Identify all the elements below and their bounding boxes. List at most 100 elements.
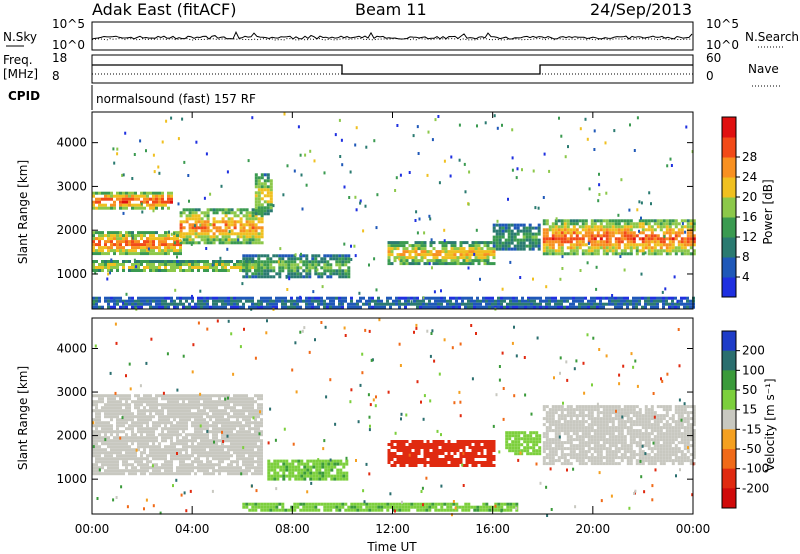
data-cell	[426, 452, 430, 455]
data-cell	[572, 411, 576, 415]
data-cell	[257, 217, 261, 221]
data-cell	[548, 408, 552, 412]
data-cell	[122, 436, 125, 440]
data-cell	[212, 235, 216, 239]
data-cell	[143, 394, 146, 398]
data-cell	[668, 302, 671, 306]
data-cell	[605, 219, 609, 223]
data-cell	[227, 439, 230, 443]
data-cell	[266, 185, 270, 189]
data-cell	[521, 302, 524, 306]
data-cell	[545, 420, 549, 424]
data-cell	[608, 228, 612, 232]
data-cell	[674, 234, 678, 238]
data-cell	[116, 421, 119, 425]
noise-cell	[122, 301, 125, 305]
data-cell	[575, 438, 579, 442]
data-cell	[251, 223, 255, 227]
noise-cell	[422, 296, 425, 300]
data-cell	[458, 296, 461, 300]
data-cell	[191, 232, 195, 236]
data-cell	[327, 462, 331, 466]
data-cell	[393, 241, 397, 245]
data-cell	[266, 209, 270, 213]
data-cell	[122, 397, 125, 401]
data-cell	[104, 260, 107, 263]
data-cell	[221, 418, 224, 422]
data-cell	[517, 449, 521, 453]
data-cell	[173, 263, 176, 266]
data-cell	[158, 197, 161, 201]
data-cell	[599, 299, 602, 303]
data-cell	[125, 197, 128, 201]
data-cell	[95, 415, 98, 419]
data-cell	[285, 468, 289, 472]
data-cell	[107, 269, 110, 272]
data-cell	[683, 237, 687, 241]
data-cell	[272, 299, 275, 303]
data-cell	[650, 219, 654, 223]
data-cell	[269, 191, 273, 195]
data-cell	[441, 256, 445, 260]
data-cell	[242, 229, 246, 233]
data-cell	[239, 466, 242, 470]
freq-panel: Freq. [MHz] 18 8 60 0 Nave	[3, 51, 780, 87]
data-cell	[140, 457, 143, 461]
data-cell	[158, 269, 161, 272]
data-cell	[230, 436, 233, 440]
data-cell	[584, 405, 588, 409]
noise-cell	[359, 201, 362, 205]
data-cell	[444, 241, 448, 245]
data-cell	[500, 299, 503, 303]
data-cell	[233, 299, 236, 303]
data-cell	[396, 256, 400, 260]
data-cell	[182, 406, 185, 410]
data-cell	[257, 179, 261, 183]
data-cell	[245, 266, 249, 270]
data-cell	[635, 222, 639, 226]
data-cell	[420, 244, 424, 248]
data-cell	[140, 445, 143, 449]
data-cell	[200, 460, 203, 464]
noise-cell	[412, 134, 415, 138]
data-cell	[143, 231, 146, 235]
data-cell	[423, 256, 427, 260]
data-cell	[402, 446, 406, 449]
data-cell	[532, 437, 536, 441]
data-cell	[462, 259, 466, 263]
data-cell	[435, 259, 439, 263]
data-cell	[167, 194, 170, 198]
data-cell	[104, 203, 107, 207]
data-cell	[212, 448, 215, 452]
data-cell	[551, 450, 555, 454]
data-cell	[617, 228, 621, 232]
data-cell	[414, 458, 418, 461]
data-cell	[191, 424, 194, 428]
data-cell	[377, 305, 380, 309]
data-cell	[161, 206, 164, 210]
data-cell	[98, 200, 101, 204]
data-cell	[254, 235, 258, 239]
data-cell	[459, 256, 463, 260]
data-cell	[110, 234, 113, 238]
data-cell	[611, 246, 615, 250]
noise-cell	[125, 292, 128, 296]
data-cell	[110, 403, 113, 407]
data-cell	[119, 472, 122, 476]
data-cell	[125, 400, 128, 404]
data-cell	[254, 266, 258, 270]
data-cell	[248, 254, 252, 258]
data-cell	[587, 252, 591, 256]
data-cell	[122, 424, 125, 428]
data-cell	[140, 206, 143, 210]
noise-cell	[191, 294, 193, 298]
data-cell	[477, 244, 481, 248]
data-cell	[197, 427, 200, 431]
data-cell	[329, 302, 332, 306]
noise-cell	[666, 164, 669, 168]
data-cell	[110, 237, 113, 241]
data-cell	[179, 226, 183, 230]
data-cell	[143, 442, 146, 446]
data-cell	[578, 243, 582, 247]
data-cell	[203, 463, 206, 467]
